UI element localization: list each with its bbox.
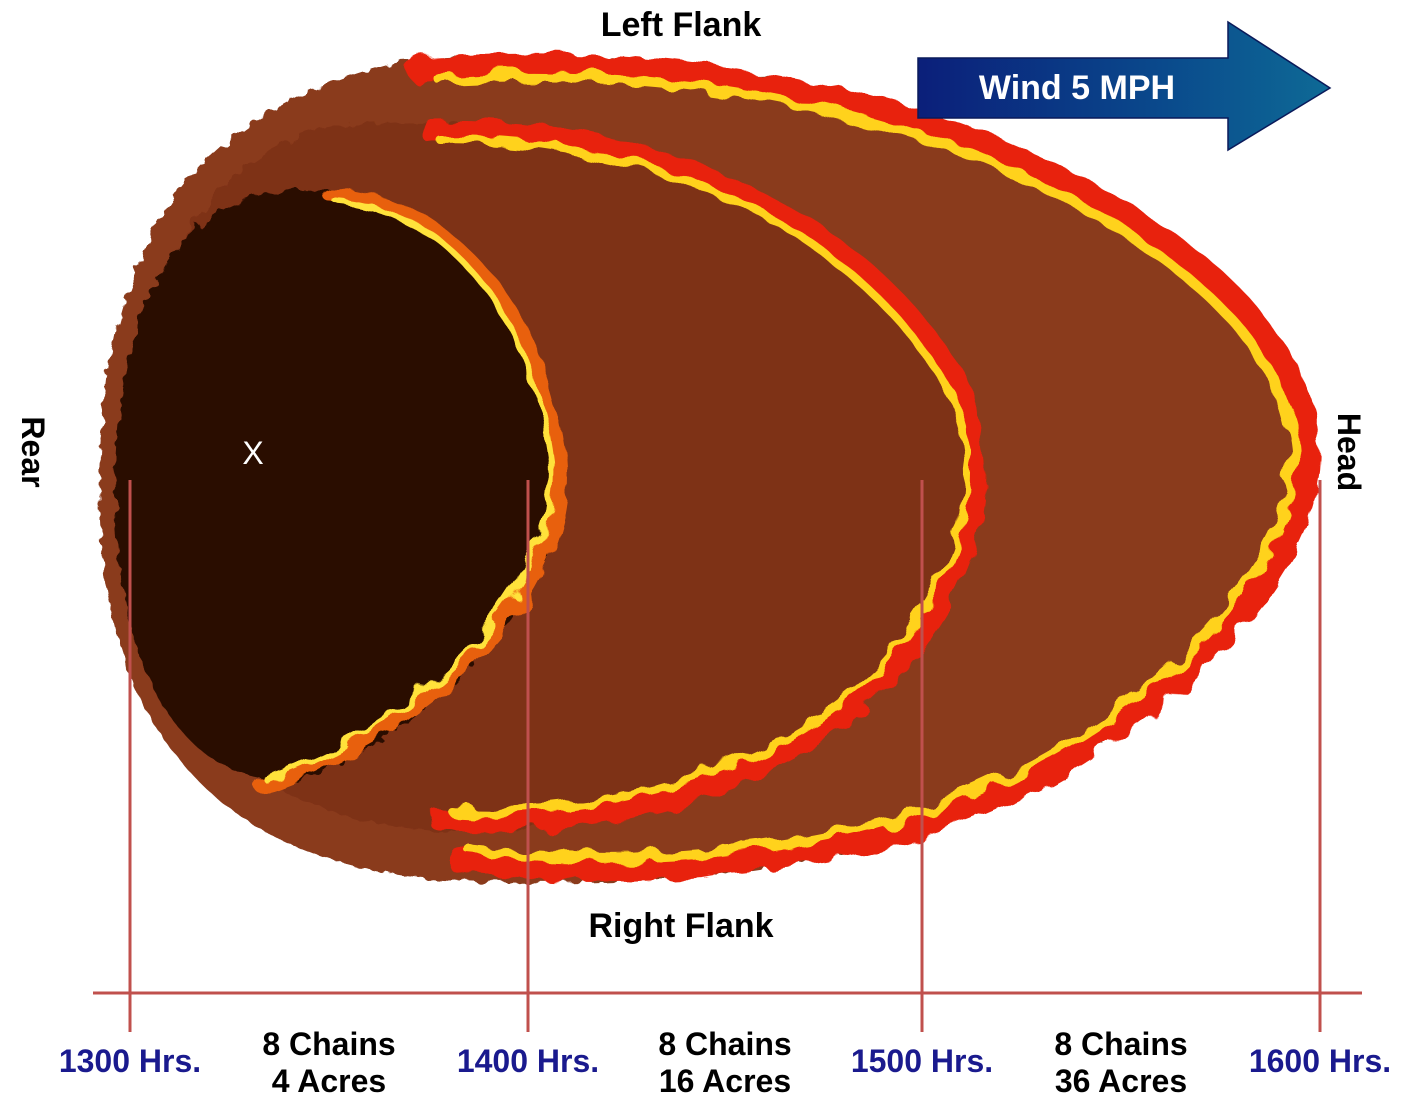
rear-label: Rear <box>15 416 51 487</box>
time-label: 1600 Hrs. <box>1249 1043 1391 1079</box>
segment-area: 16 Acres <box>659 1063 791 1098</box>
time-label: 1500 Hrs. <box>851 1043 993 1079</box>
segment-area: 4 Acres <box>272 1063 386 1098</box>
wind-label: Wind 5 MPH <box>979 69 1175 107</box>
right-flank-label: Right Flank <box>588 907 773 945</box>
segment-area: 36 Acres <box>1055 1063 1187 1098</box>
head-label: Head <box>1331 413 1367 491</box>
origin-marker: X <box>242 435 263 471</box>
fire-spread-diagram: Wind 5 MPH Left Flank Right Flank Rear H… <box>0 0 1422 1098</box>
segment-distance: 8 Chains <box>262 1026 395 1062</box>
segment-distance: 8 Chains <box>1054 1026 1187 1062</box>
left-flank-label: Left Flank <box>601 6 762 44</box>
segment-distance: 8 Chains <box>658 1026 791 1062</box>
time-label: 1300 Hrs. <box>59 1043 201 1079</box>
time-label: 1400 Hrs. <box>457 1043 599 1079</box>
page: { "labels": { "left_flank": "Left Flank"… <box>0 0 1422 1098</box>
